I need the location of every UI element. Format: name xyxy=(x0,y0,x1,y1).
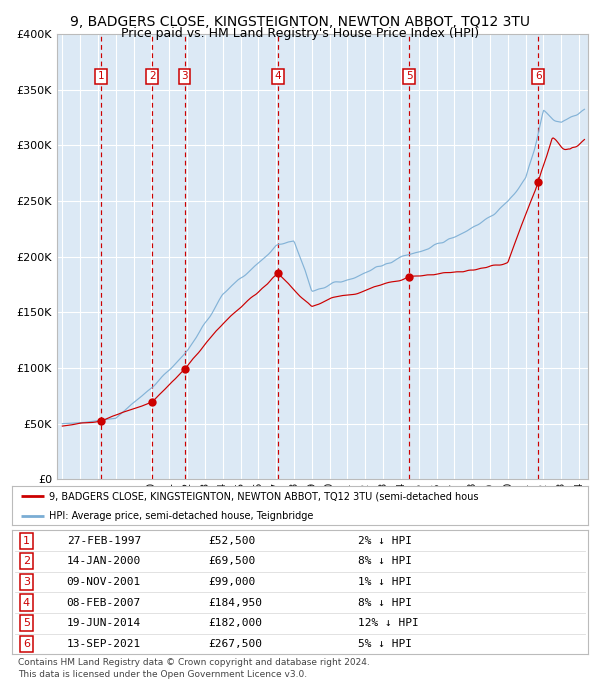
Text: 6: 6 xyxy=(535,71,542,82)
Text: 6: 6 xyxy=(23,639,30,649)
Text: 9, BADGERS CLOSE, KINGSTEIGNTON, NEWTON ABBOT, TQ12 3TU: 9, BADGERS CLOSE, KINGSTEIGNTON, NEWTON … xyxy=(70,15,530,29)
Text: 4: 4 xyxy=(275,71,281,82)
Text: £184,950: £184,950 xyxy=(208,598,262,608)
Text: 1: 1 xyxy=(97,71,104,82)
Text: £99,000: £99,000 xyxy=(208,577,255,587)
Text: 4: 4 xyxy=(23,598,30,608)
Text: £182,000: £182,000 xyxy=(208,618,262,628)
Text: 08-FEB-2007: 08-FEB-2007 xyxy=(67,598,141,608)
Text: 19-JUN-2014: 19-JUN-2014 xyxy=(67,618,141,628)
Text: 8% ↓ HPI: 8% ↓ HPI xyxy=(358,598,412,608)
Text: 5% ↓ HPI: 5% ↓ HPI xyxy=(358,639,412,649)
Text: 5: 5 xyxy=(406,71,413,82)
Text: 9, BADGERS CLOSE, KINGSTEIGNTON, NEWTON ABBOT, TQ12 3TU (semi-detached hous: 9, BADGERS CLOSE, KINGSTEIGNTON, NEWTON … xyxy=(49,491,479,501)
Text: HPI: Average price, semi-detached house, Teignbridge: HPI: Average price, semi-detached house,… xyxy=(49,511,314,521)
Text: 5: 5 xyxy=(23,618,30,628)
Text: 1% ↓ HPI: 1% ↓ HPI xyxy=(358,577,412,587)
Text: 2% ↓ HPI: 2% ↓ HPI xyxy=(358,536,412,546)
Text: 1: 1 xyxy=(23,536,30,546)
Text: 2: 2 xyxy=(149,71,155,82)
Text: 8% ↓ HPI: 8% ↓ HPI xyxy=(358,556,412,566)
Text: 2: 2 xyxy=(23,556,30,566)
Text: £52,500: £52,500 xyxy=(208,536,255,546)
Text: 3: 3 xyxy=(23,577,30,587)
Text: £69,500: £69,500 xyxy=(208,556,255,566)
Text: 12% ↓ HPI: 12% ↓ HPI xyxy=(358,618,418,628)
Text: 3: 3 xyxy=(181,71,188,82)
Text: £267,500: £267,500 xyxy=(208,639,262,649)
Text: 14-JAN-2000: 14-JAN-2000 xyxy=(67,556,141,566)
Text: 13-SEP-2021: 13-SEP-2021 xyxy=(67,639,141,649)
Text: Price paid vs. HM Land Registry's House Price Index (HPI): Price paid vs. HM Land Registry's House … xyxy=(121,27,479,40)
Text: Contains HM Land Registry data © Crown copyright and database right 2024.
This d: Contains HM Land Registry data © Crown c… xyxy=(18,658,370,679)
Text: 09-NOV-2001: 09-NOV-2001 xyxy=(67,577,141,587)
Text: 27-FEB-1997: 27-FEB-1997 xyxy=(67,536,141,546)
